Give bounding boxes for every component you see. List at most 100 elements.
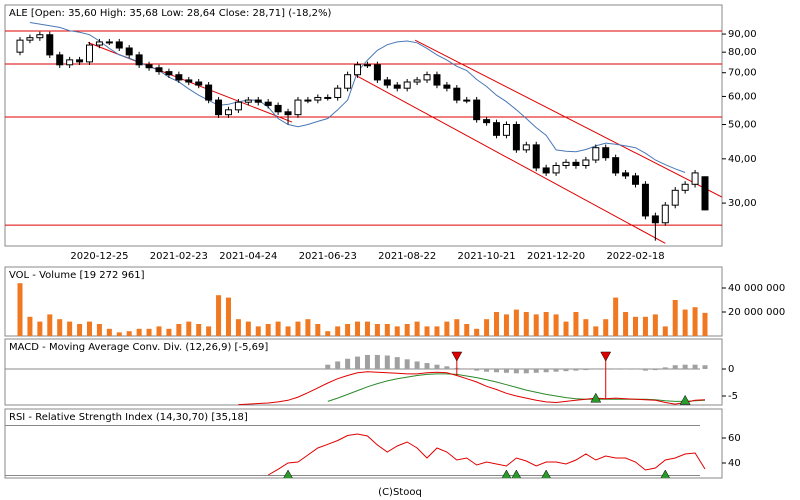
candle-body (85, 44, 93, 63)
candle-body (612, 157, 620, 174)
y-tick-label: 30,00 (728, 198, 757, 209)
x-tick-label: 2021-04-24 (219, 251, 277, 262)
x-tick-label: 2020-12-25 (70, 251, 128, 262)
candle-body (66, 59, 74, 66)
sell-signal (451, 351, 463, 362)
histogram-bar (672, 365, 678, 370)
candle-body (632, 175, 640, 185)
volume-bar (692, 307, 698, 336)
sell-signal (600, 351, 612, 362)
trend-line (354, 74, 666, 244)
candle-body (651, 215, 659, 224)
candle-body (473, 99, 481, 121)
candle-body (115, 41, 123, 49)
histogram-bar (474, 369, 480, 371)
candle-body (393, 84, 401, 89)
volume-bar (295, 321, 301, 336)
candle-body (512, 123, 520, 151)
candle-body (105, 41, 113, 44)
histogram-bar (364, 354, 370, 370)
volume-bar (394, 326, 400, 336)
trend-line (414, 39, 722, 198)
histogram-bar (613, 369, 619, 370)
histogram-bar (583, 369, 589, 371)
volume-bar (374, 324, 380, 336)
candle-body (155, 67, 163, 73)
buy-signal (590, 392, 602, 403)
histogram-bar (384, 355, 390, 370)
volume-bar (384, 324, 390, 336)
panel-title: MACD - Moving Average Conv. Div. (12,26,… (9, 342, 268, 353)
panel: 40 000 000 20 000 000 VOL - Volume [19 272… (4, 266, 785, 337)
histogram-bar (355, 356, 361, 370)
candle-body (145, 64, 153, 69)
volume-bar (633, 316, 639, 336)
y-tick-label: 40 (728, 458, 741, 469)
candle-body (671, 189, 679, 206)
candle-body (403, 81, 411, 89)
candle-body (622, 172, 630, 177)
candle-body (195, 81, 203, 86)
candle-body (483, 119, 491, 124)
volume-bar (593, 326, 599, 336)
volume-bar (325, 331, 331, 336)
y-tick-label: 80,00 (728, 47, 757, 58)
candle-body (46, 34, 54, 56)
x-tick-label: 2021-10-21 (458, 251, 516, 262)
y-tick-label: 0 (728, 364, 734, 375)
title-bg (6, 6, 335, 20)
histogram-bar (464, 369, 470, 370)
footer: (C)Stooq (378, 487, 422, 498)
x-tick-label: 2021-12-20 (527, 251, 585, 262)
volume-bar (285, 326, 291, 336)
candle-body (125, 47, 133, 56)
panel-box (4, 4, 723, 247)
volume-bar (642, 316, 648, 336)
volume-bar (494, 312, 500, 336)
candle-body (16, 39, 24, 53)
buy-signal (501, 469, 512, 478)
candle-body (354, 64, 362, 76)
volume-bar (553, 314, 559, 336)
panel: 60 40 RSI - Relative Strength Index (14,30… (4, 408, 741, 479)
volume-bar (682, 309, 688, 336)
x-tick-label: 2022-02-18 (606, 251, 664, 262)
histogram-bar (692, 364, 698, 370)
title-bg (6, 410, 251, 424)
volume-bar (225, 297, 231, 336)
candle-body (234, 101, 242, 111)
candle-body (691, 172, 699, 185)
volume-bar (414, 321, 420, 336)
panel-title: RSI - Relative Strength Index (14,30,70)… (9, 412, 248, 423)
candle-body (254, 99, 262, 103)
volume-bar (662, 326, 668, 336)
histogram-bar (662, 367, 668, 370)
volume-bar (176, 324, 182, 336)
volume-bar (583, 319, 589, 336)
candle-body (36, 34, 44, 39)
histogram-bar (325, 364, 331, 370)
volume-bar (196, 324, 202, 336)
candle-body (661, 204, 669, 224)
volume-bar (543, 312, 549, 336)
volume-bar (702, 312, 708, 336)
volume-bar (613, 297, 619, 336)
histogram-bar (444, 366, 450, 370)
histogram-bar (642, 369, 648, 371)
candle-body (463, 99, 471, 102)
volume-bar (186, 321, 192, 336)
candle-body (641, 183, 649, 217)
volume-bar (146, 328, 152, 336)
volume-bar (364, 321, 370, 336)
panel-title: VOL - Volume [19 272 961] (9, 270, 145, 281)
histogram-bar (633, 369, 639, 370)
panel-title: ALE [Open: 35,60 High: 35,68 Low: 28,64 … (9, 8, 331, 19)
volume-bar (672, 300, 678, 336)
candle-body (681, 183, 689, 191)
volume-bar (47, 314, 53, 336)
y-tick-label: 90,00 (728, 29, 757, 40)
volume-bar (503, 314, 509, 336)
plot-area (5, 425, 706, 478)
histogram-bar (345, 358, 351, 370)
y-tick-label: 20 000 000 (728, 307, 785, 318)
